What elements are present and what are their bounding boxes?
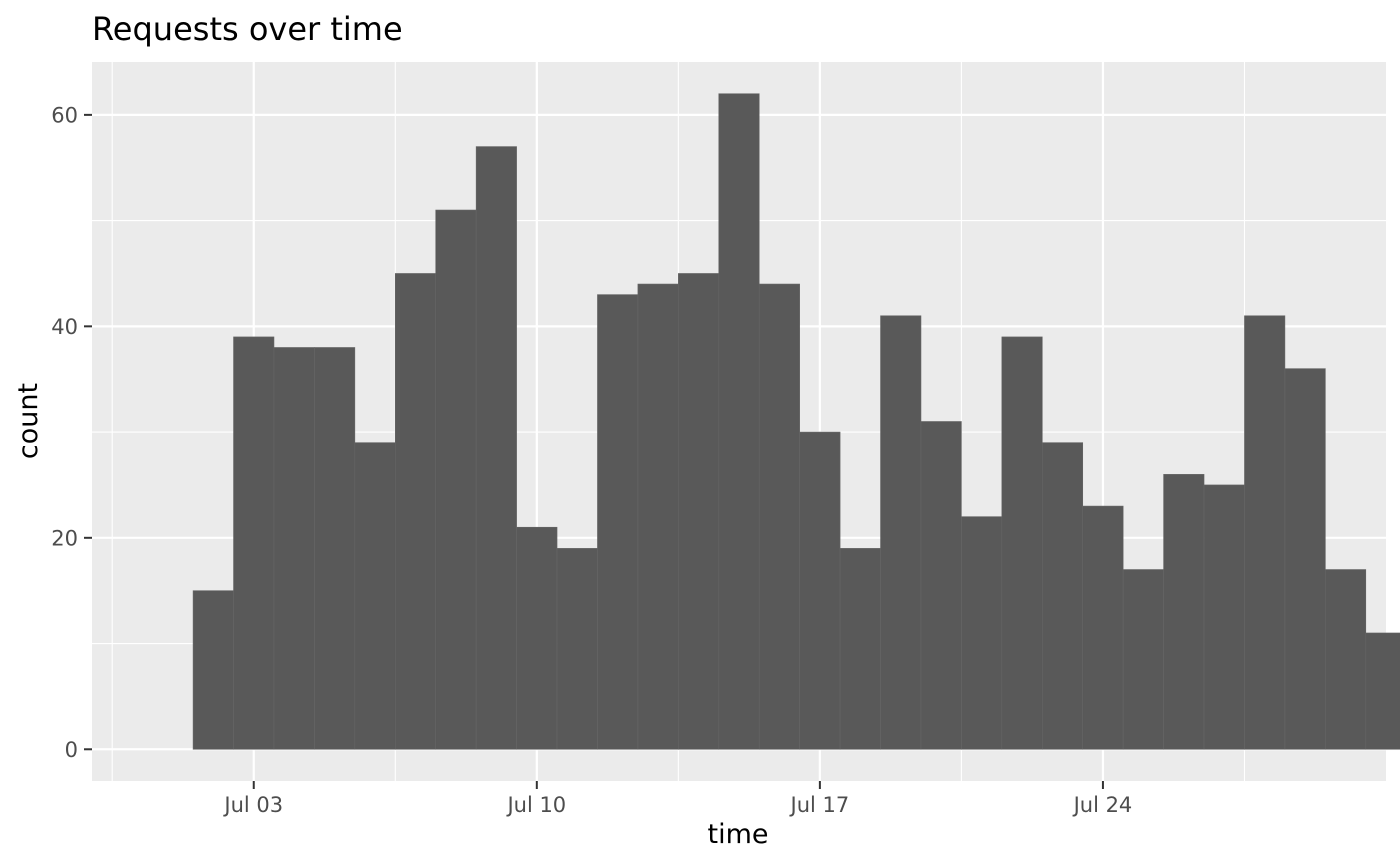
y-tick-label: 40 [51, 315, 78, 339]
histogram-bar [637, 283, 679, 750]
x-tick-label: Jul 24 [1072, 793, 1133, 817]
histogram-bar [1284, 368, 1326, 750]
chart-title: Requests over time [92, 10, 403, 48]
histogram-bar [1365, 632, 1400, 750]
histogram-bar [758, 283, 800, 750]
histogram-bar [233, 336, 275, 750]
histogram-bar [1203, 484, 1245, 750]
x-tick-label: Jul 03 [222, 793, 283, 817]
histogram-bar [354, 442, 396, 750]
histogram-bar [597, 294, 639, 750]
x-tick-label: Jul 17 [789, 793, 850, 817]
y-tick-label: 60 [51, 103, 78, 127]
histogram-bar [678, 273, 720, 750]
histogram-bar [394, 273, 437, 750]
histogram-bar [516, 526, 558, 750]
histogram-bar [435, 209, 477, 750]
histogram-bar [475, 146, 517, 750]
x-tick-label: Jul 10 [505, 793, 566, 817]
histogram-bar [314, 347, 356, 750]
histogram-bar [839, 548, 881, 750]
x-axis: Jul 03 Jul 10 Jul 17 Jul 24 [222, 781, 1132, 817]
histogram-bar [1001, 336, 1043, 750]
x-axis-title: time [707, 819, 768, 850]
y-axis-title: count [13, 383, 44, 459]
histogram-bar [799, 431, 841, 750]
histogram-bar [556, 548, 598, 750]
histogram-bar [1041, 442, 1084, 750]
histogram-bar [718, 93, 760, 750]
histogram-bar [920, 421, 962, 750]
histogram-bar [1244, 315, 1286, 750]
histogram-bar [880, 315, 922, 750]
bars-group [192, 93, 1400, 750]
y-tick-label: 0 [65, 738, 78, 762]
histogram-bar [1122, 569, 1164, 750]
histogram-bar [192, 590, 234, 750]
histogram-bar [1163, 474, 1205, 750]
y-tick-label: 20 [51, 526, 78, 550]
histogram-bar [1325, 569, 1367, 750]
histogram-bar [273, 347, 315, 750]
y-axis: 0 20 40 60 [51, 103, 92, 762]
histogram-bar [961, 516, 1003, 750]
histogram-bar [1082, 505, 1124, 750]
